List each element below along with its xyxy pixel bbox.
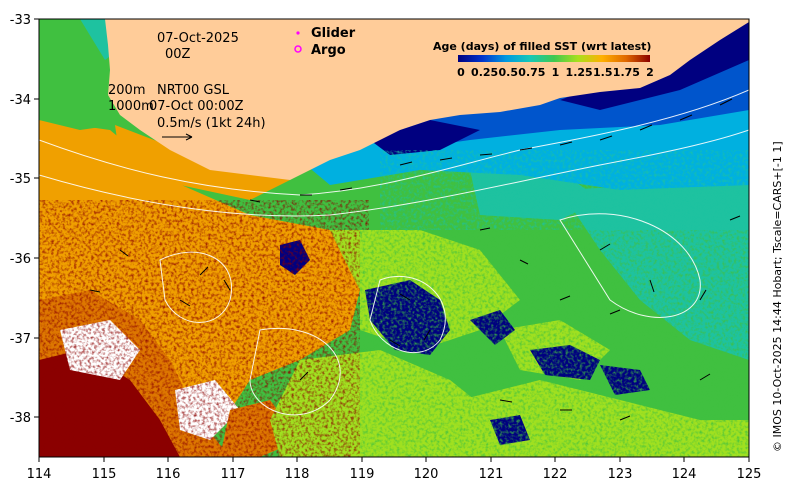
glider-label: Glider bbox=[311, 26, 356, 41]
y-axis: -33 -34 -35 -36 -37 -38 bbox=[10, 13, 39, 426]
contour-1000-label: 1000m bbox=[108, 99, 154, 114]
x-tick-label: 116 bbox=[156, 467, 181, 482]
product-label: NRT00 GSL bbox=[157, 83, 230, 98]
x-tick-label: 121 bbox=[479, 467, 504, 482]
current-vectors bbox=[89, 98, 741, 421]
y-tick-label: -37 bbox=[10, 332, 31, 347]
y-tick-label: -33 bbox=[10, 13, 31, 28]
colorbar-gradient bbox=[458, 55, 650, 62]
x-tick-label: 119 bbox=[350, 467, 375, 482]
sst-age-field bbox=[39, 19, 749, 457]
x-tick-label: 114 bbox=[27, 467, 52, 482]
colorbar-tick-label: 1.25 bbox=[566, 66, 593, 79]
map-frame bbox=[38, 18, 750, 458]
colorbar-tick-label: 1 bbox=[552, 66, 560, 79]
colorbar-tick-label: 0.25 bbox=[471, 66, 498, 79]
x-tick-label: 123 bbox=[608, 467, 633, 482]
y-tick-label: -35 bbox=[10, 172, 31, 187]
y-tick-label: -34 bbox=[10, 93, 31, 108]
x-tick-label: 115 bbox=[92, 467, 117, 482]
colorbar-tick-label: 0.75 bbox=[518, 66, 545, 79]
scale-label: 0.5m/s (1kt 24h) bbox=[157, 116, 266, 131]
scale-arrow bbox=[162, 133, 193, 141]
time-label: 00Z bbox=[165, 47, 191, 62]
x-tick-label: 118 bbox=[285, 467, 310, 482]
x-tick-label: 124 bbox=[672, 467, 697, 482]
argo-marker bbox=[294, 45, 302, 53]
colorbar-title: Age (days) of filled SST (wrt latest) bbox=[433, 40, 651, 53]
colorbar-tick-label: 0 bbox=[457, 66, 465, 79]
contour-200-label: 200m bbox=[108, 83, 145, 98]
product-time-label: 07-Oct 00:00Z bbox=[149, 99, 244, 114]
argo-label: Argo bbox=[311, 43, 346, 58]
date-label: 07-Oct-2025 bbox=[157, 31, 239, 46]
glider-marker bbox=[296, 31, 300, 35]
depth-contours bbox=[39, 89, 749, 416]
x-axis: 114 115 116 117 118 119 120 121 122 123 … bbox=[27, 457, 762, 482]
credit-text: © IMOS 10-Oct-2025 14:44 Hobart; Tscale=… bbox=[771, 141, 784, 452]
x-tick-label: 120 bbox=[414, 467, 439, 482]
colorbar-tick-label: 1.5 bbox=[593, 66, 613, 79]
x-tick-label: 122 bbox=[543, 467, 568, 482]
x-tick-label: 117 bbox=[221, 467, 246, 482]
colorbar-tick-label: 2 bbox=[646, 66, 654, 79]
colorbar-tick-label: 1.75 bbox=[613, 66, 640, 79]
y-tick-label: -36 bbox=[10, 252, 31, 267]
colorbar-tick-label: 0.5 bbox=[499, 66, 519, 79]
x-tick-label: 125 bbox=[737, 467, 762, 482]
y-tick-label: -38 bbox=[10, 411, 31, 426]
platform-legend: Glider Argo bbox=[294, 26, 356, 58]
